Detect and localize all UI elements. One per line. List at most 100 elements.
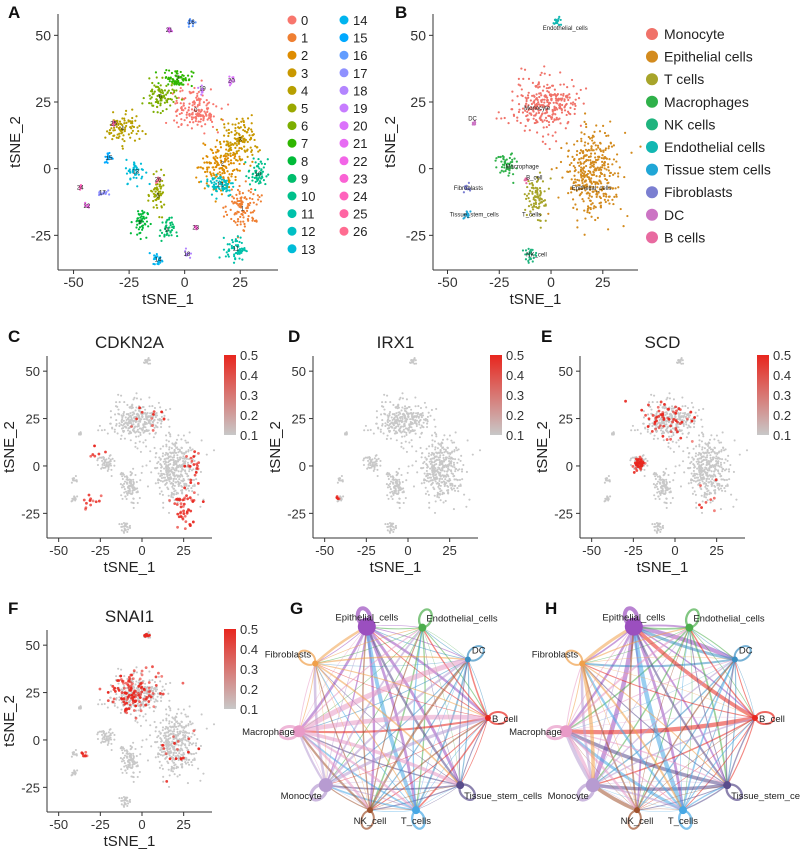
- colorbar: [224, 355, 236, 435]
- cell-point: [524, 109, 527, 112]
- cell-point: [234, 123, 237, 126]
- cell-point: [224, 205, 227, 208]
- cell-point: [675, 441, 678, 444]
- cell-point: [167, 431, 171, 434]
- cell-point: [207, 166, 210, 169]
- expressing-cell: [182, 502, 186, 506]
- cell-point: [559, 23, 563, 26]
- cell-point: [230, 175, 233, 178]
- cell-point: [175, 491, 178, 494]
- cell-point: [175, 114, 178, 117]
- cell-point: [719, 461, 722, 464]
- cell-point: [139, 398, 142, 401]
- cell-point: [107, 468, 110, 471]
- cell-point: [182, 462, 185, 465]
- cell-point: [229, 152, 232, 155]
- cell-point: [200, 93, 203, 96]
- cluster-annotation: 14: [155, 257, 162, 263]
- cell-point: [606, 228, 610, 231]
- cell-point: [173, 119, 176, 122]
- cell-point: [525, 114, 528, 118]
- cell-point: [551, 108, 554, 112]
- cell-point: [559, 93, 563, 96]
- expressing-cell: [182, 512, 186, 515]
- cell-point: [139, 231, 142, 234]
- cell-point: [206, 155, 209, 159]
- cell-point: [587, 159, 590, 162]
- cell-point: [163, 71, 167, 74]
- cell-point: [200, 84, 203, 87]
- cell-point: [161, 455, 164, 458]
- cell-point: [426, 490, 429, 493]
- cell-point: [124, 113, 127, 116]
- cell-point: [162, 501, 165, 504]
- cell-point: [374, 460, 377, 463]
- cell-point: [124, 480, 127, 483]
- cell-point: [659, 403, 662, 407]
- cell-point: [258, 149, 261, 152]
- cell-point: [449, 469, 453, 472]
- expressing-cell: [201, 500, 205, 504]
- cell-point: [173, 471, 176, 474]
- cell-point: [445, 458, 448, 461]
- cell-point: [576, 150, 579, 153]
- cell-point: [172, 443, 175, 446]
- cell-point: [165, 466, 168, 470]
- cell-point: [187, 106, 191, 109]
- cell-point: [238, 249, 241, 253]
- cell-point: [691, 492, 694, 495]
- cell-point: [386, 418, 390, 421]
- cell-point: [655, 412, 658, 415]
- legend-label: 21: [353, 136, 367, 151]
- cell-point: [369, 460, 373, 463]
- cell-point: [219, 142, 222, 146]
- cell-point: [223, 183, 226, 186]
- cell-point: [371, 463, 374, 466]
- cell-point: [188, 256, 192, 259]
- cell-point: [595, 148, 598, 151]
- cell-point: [547, 103, 550, 106]
- cell-point: [214, 200, 217, 203]
- cell-point: [521, 111, 525, 114]
- cell-point: [563, 99, 566, 102]
- cell-point: [568, 163, 572, 166]
- cell-point: [457, 484, 461, 488]
- cell-point: [239, 236, 242, 239]
- cell-point: [74, 474, 77, 478]
- cell-point: [595, 169, 598, 172]
- cell-point: [212, 183, 216, 186]
- cell-point: [149, 412, 152, 415]
- cell-point: [131, 501, 134, 504]
- cell-point: [78, 186, 82, 189]
- cell-point: [419, 418, 422, 421]
- cell-point: [170, 495, 173, 498]
- cell-point: [389, 488, 392, 491]
- cell-point: [154, 482, 157, 485]
- cell-point: [451, 441, 454, 444]
- cell-point: [710, 460, 713, 463]
- cell-point: [720, 484, 723, 487]
- cell-point: [223, 123, 226, 126]
- cell-point: [245, 198, 248, 201]
- expressing-cell: [150, 417, 154, 420]
- cell-point: [524, 249, 528, 252]
- cell-point: [396, 479, 399, 482]
- cell-point: [163, 89, 167, 92]
- cell-point: [510, 164, 513, 167]
- cell-point: [539, 118, 543, 121]
- expressing-cell: [176, 525, 179, 529]
- cell-point: [135, 171, 138, 174]
- cluster-annotation: 24: [77, 185, 84, 191]
- cell-point: [238, 136, 241, 139]
- cell-point: [566, 86, 569, 89]
- cell-point: [184, 78, 187, 81]
- cell-point: [425, 447, 428, 450]
- cell-point: [205, 114, 208, 117]
- cell-point: [125, 121, 128, 124]
- cell-point: [425, 474, 428, 477]
- cell-point: [447, 468, 450, 471]
- cell-point: [133, 396, 136, 399]
- x-tick-label: -25: [119, 274, 139, 290]
- cell-point: [447, 489, 450, 492]
